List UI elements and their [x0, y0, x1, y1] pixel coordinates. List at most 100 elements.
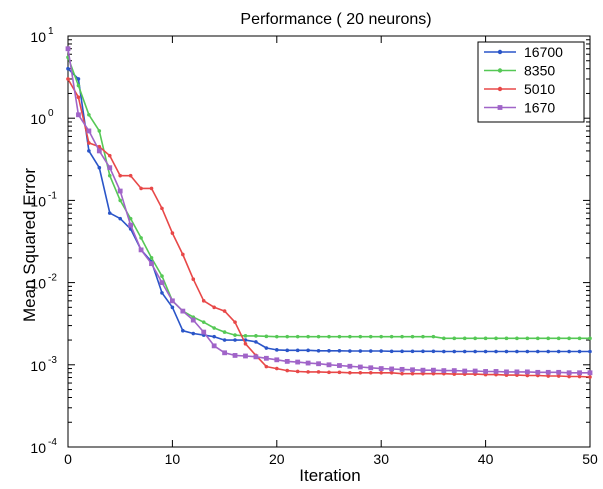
data-point — [546, 374, 551, 378]
data-point — [452, 349, 457, 354]
data-point — [97, 165, 102, 170]
data-point — [65, 46, 71, 52]
data-point — [107, 165, 113, 171]
x-tick-label: 30 — [373, 451, 389, 467]
data-point — [472, 368, 478, 374]
data-point — [524, 369, 530, 375]
data-point — [452, 336, 457, 341]
x-tick-label: 0 — [64, 451, 72, 467]
x-tick-label: 10 — [165, 451, 181, 467]
data-point — [285, 334, 290, 339]
data-point — [441, 368, 447, 374]
data-point — [264, 364, 269, 369]
data-point — [378, 366, 384, 371]
y-tick-label-exponent: -2 — [48, 273, 57, 284]
data-point — [347, 363, 353, 369]
legend-item-5010: 5010 — [484, 81, 555, 97]
legend-label: 5010 — [524, 81, 555, 97]
data-point — [253, 354, 259, 360]
legend-swatch-marker — [497, 86, 503, 92]
y-tick-label-exponent: 1 — [48, 26, 54, 37]
data-point — [118, 216, 122, 221]
data-point — [400, 349, 404, 354]
x-axis-ticks: 0 10 20 30 40 50 — [64, 36, 598, 467]
y-tick-label-exponent: -1 — [48, 190, 57, 201]
y-tick-label: 10 — [30, 29, 46, 45]
data-point — [410, 367, 415, 373]
data-point — [567, 349, 571, 354]
data-point — [222, 338, 227, 342]
data-point — [190, 317, 196, 323]
data-point — [285, 348, 290, 353]
data-point — [181, 252, 185, 257]
data-point — [118, 173, 122, 178]
chart-title: Performance ( 20 neurons) — [240, 11, 431, 28]
data-point — [181, 328, 185, 333]
data-point — [118, 198, 122, 203]
data-point — [368, 370, 373, 375]
legend-swatch-marker — [497, 105, 503, 110]
data-point — [514, 369, 520, 375]
legend-label: 1670 — [524, 100, 555, 116]
data-point — [107, 173, 112, 178]
data-point — [316, 349, 321, 353]
data-point — [504, 369, 509, 375]
data-point — [348, 349, 352, 353]
data-point — [66, 66, 70, 71]
data-point — [525, 336, 530, 341]
y-tick-label-base: 10 — [30, 276, 46, 292]
data-point — [128, 173, 133, 178]
data-point — [420, 367, 426, 373]
legend: 16700 8350 5010 1670 — [477, 41, 585, 123]
data-point — [295, 334, 300, 339]
data-point — [243, 342, 248, 346]
y-tick-label-exponent: -4 — [48, 437, 57, 448]
series-16700 — [66, 66, 592, 354]
data-point — [201, 320, 206, 324]
legend-swatch-marker — [497, 49, 503, 55]
data-point — [149, 256, 154, 260]
y-tick-label-base: 10 — [30, 358, 46, 374]
legend-box — [477, 41, 585, 123]
data-point — [275, 348, 279, 352]
data-point — [337, 349, 342, 353]
x-axis-title: Iteration — [299, 466, 360, 485]
series-1670 — [65, 46, 593, 376]
data-point — [243, 334, 248, 338]
data-point — [368, 349, 373, 353]
data-point — [149, 261, 154, 267]
data-point — [567, 336, 571, 341]
data-point — [305, 360, 311, 366]
data-point — [462, 368, 468, 374]
data-point — [431, 371, 436, 376]
y-tick-label-base: 10 — [30, 29, 46, 45]
y-tick-label: 10 — [30, 276, 46, 292]
data-point — [588, 375, 592, 379]
data-point — [358, 370, 363, 375]
data-point — [139, 186, 143, 191]
data-point — [316, 334, 321, 339]
data-point — [76, 112, 81, 118]
data-point — [357, 364, 363, 370]
data-point — [462, 349, 467, 354]
data-point — [337, 334, 342, 339]
data-point — [473, 349, 477, 354]
data-point — [170, 231, 175, 235]
data-point — [232, 353, 238, 358]
data-point — [222, 309, 227, 313]
data-point — [275, 366, 279, 371]
legend-item-1670: 1670 — [484, 100, 555, 116]
data-point — [97, 129, 102, 133]
data-point — [358, 334, 363, 339]
data-point — [442, 336, 446, 341]
data-point — [263, 355, 269, 361]
x-tick-label: 40 — [478, 451, 494, 467]
data-point — [451, 368, 457, 374]
data-point — [389, 366, 395, 372]
data-point — [233, 320, 237, 324]
data-point — [233, 338, 237, 342]
data-point — [264, 334, 269, 339]
data-point — [525, 349, 530, 354]
data-point — [410, 371, 415, 376]
x-tick-label: 50 — [582, 451, 598, 467]
